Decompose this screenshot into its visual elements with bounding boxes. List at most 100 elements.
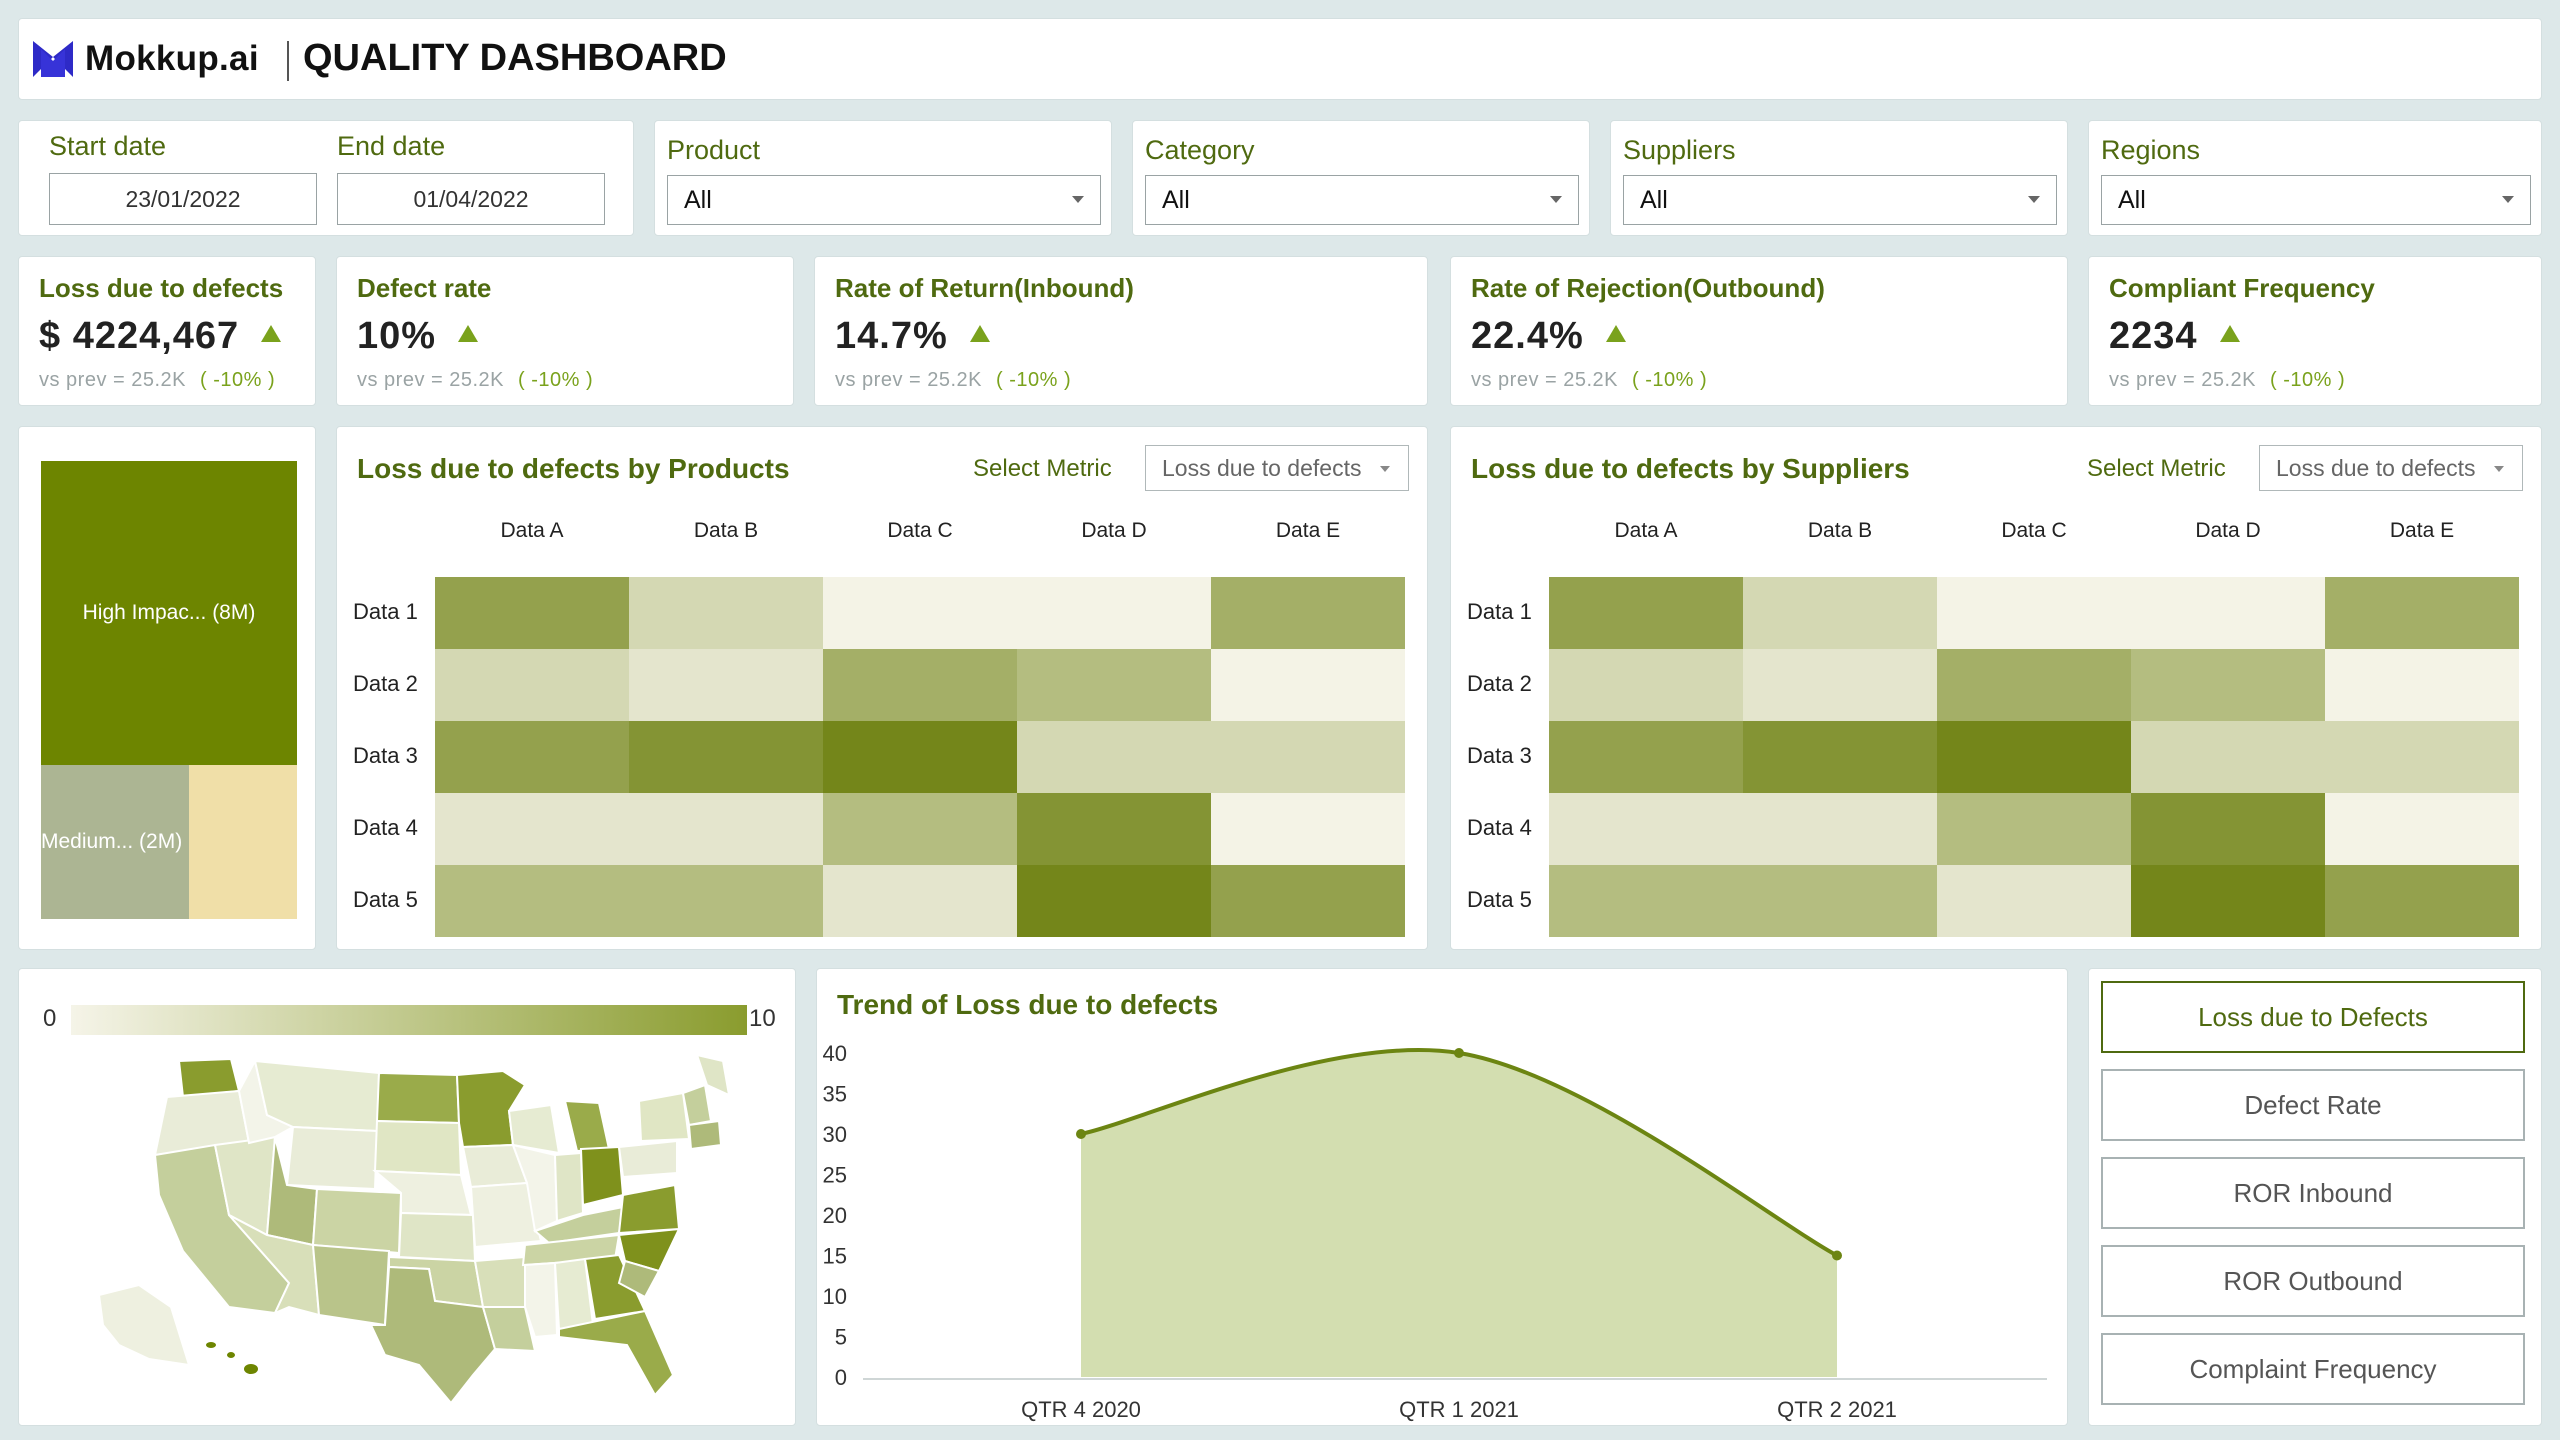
heatmap-cell[interactable] [1211, 721, 1405, 793]
state-colorado[interactable] [311, 1187, 403, 1255]
start-date-input[interactable]: 23/01/2022 [49, 173, 317, 225]
state-hawaii-island[interactable] [204, 1340, 218, 1350]
metric-button-loss[interactable]: Loss due to Defects [2101, 981, 2525, 1053]
heatmap-cell[interactable] [823, 793, 1017, 865]
kpi-card-loss[interactable]: Loss due to defects $ 4224,467 vs prev =… [18, 256, 316, 406]
state-florida[interactable] [558, 1309, 675, 1397]
heatmap-cell[interactable] [1743, 793, 1937, 865]
heatmap-cell[interactable] [629, 577, 823, 649]
heatmap-cell[interactable] [1743, 649, 1937, 721]
heatmap-cell[interactable] [629, 865, 823, 937]
data-point[interactable] [1454, 1048, 1464, 1058]
state-mississippi[interactable] [524, 1261, 559, 1339]
heatmap-cell[interactable] [2131, 793, 2325, 865]
heatmap-cell[interactable] [2131, 577, 2325, 649]
heatmap-cell[interactable] [435, 865, 629, 937]
heatmap-cell[interactable] [2325, 793, 2519, 865]
us-map[interactable] [79, 1045, 739, 1405]
state-texas[interactable] [369, 1265, 497, 1405]
heatmap-cell[interactable] [1017, 793, 1211, 865]
state-hawaii-island[interactable] [242, 1362, 260, 1376]
heatmap-cell[interactable] [1017, 865, 1211, 937]
state-michigan[interactable] [563, 1099, 611, 1153]
heatmap-cell[interactable] [2131, 721, 2325, 793]
heatmap-cell[interactable] [823, 577, 1017, 649]
treemap-low-impact[interactable] [189, 765, 297, 919]
heatmap-cell[interactable] [435, 793, 629, 865]
data-point[interactable] [1076, 1129, 1086, 1139]
state-pennsylvania[interactable] [617, 1139, 678, 1179]
heatmap-cell[interactable] [1211, 793, 1405, 865]
suppliers-select[interactable]: All [1623, 175, 2057, 225]
heatmap-cell[interactable] [435, 721, 629, 793]
state-vermont-nh[interactable] [681, 1083, 713, 1127]
state-south-carolina[interactable] [617, 1259, 661, 1299]
heatmap-cell[interactable] [1211, 649, 1405, 721]
state-new-york[interactable] [637, 1091, 691, 1143]
state-alaska[interactable] [97, 1283, 191, 1367]
heatmap-cell[interactable] [629, 721, 823, 793]
heatmap-cell[interactable] [2325, 721, 2519, 793]
heatmap-cell[interactable] [823, 649, 1017, 721]
kpi-card-complaint-frequency[interactable]: Compliant Frequency 2234 vs prev = 25.2K… [2088, 256, 2542, 406]
treemap-high-impact[interactable]: High Impac... (8M) [41, 461, 297, 765]
heatmap-cell[interactable] [435, 577, 629, 649]
heatmap-cell[interactable] [2131, 865, 2325, 937]
state-wyoming[interactable] [285, 1125, 379, 1191]
state-south-dakota[interactable] [373, 1119, 463, 1177]
state-arkansas[interactable] [473, 1255, 526, 1308]
state-louisiana[interactable] [481, 1306, 537, 1353]
heatmap-cell[interactable] [1017, 649, 1211, 721]
heatmap-cell[interactable] [1017, 721, 1211, 793]
state-new-mexico[interactable] [311, 1243, 391, 1327]
end-date-input[interactable]: 01/04/2022 [337, 173, 605, 225]
heatmap-cell[interactable] [823, 865, 1017, 937]
regions-select[interactable]: All [2101, 175, 2531, 225]
metric-button-ror-outbound[interactable]: ROR Outbound [2101, 1245, 2525, 1317]
kpi-card-rejection-rate[interactable]: Rate of Rejection(Outbound) 22.4% vs pre… [1450, 256, 2068, 406]
heatmap-cell[interactable] [1549, 865, 1743, 937]
heatmap-cell[interactable] [1549, 793, 1743, 865]
state-indiana[interactable] [553, 1151, 585, 1223]
heatmap-cell[interactable] [629, 649, 823, 721]
heatmap-cell[interactable] [2325, 865, 2519, 937]
state-kansas[interactable] [397, 1211, 477, 1263]
state-wisconsin[interactable] [507, 1103, 561, 1155]
heatmap-cell[interactable] [823, 721, 1017, 793]
metric-button-complaint-frequency[interactable]: Complaint Frequency [2101, 1333, 2525, 1405]
kpi-card-defect-rate[interactable]: Defect rate 10% vs prev = 25.2K ( -10% ) [336, 256, 794, 406]
metric-select[interactable]: Loss due to defects [1145, 445, 1409, 491]
state-virginia[interactable] [617, 1183, 681, 1235]
heatmap-cell[interactable] [1549, 649, 1743, 721]
heatmap-cell[interactable] [2131, 649, 2325, 721]
heatmap-cell[interactable] [1937, 649, 2131, 721]
metric-select[interactable]: Loss due to defects [2259, 445, 2523, 491]
heatmap-cell[interactable] [1549, 721, 1743, 793]
state-maine[interactable] [695, 1053, 731, 1097]
heatmap-cell[interactable] [1211, 865, 1405, 937]
treemap-medium-impact[interactable]: Medium... (2M) [41, 765, 189, 919]
state-illinois[interactable] [511, 1143, 559, 1233]
heatmap-cell[interactable] [1937, 793, 2131, 865]
heatmap-cell[interactable] [629, 793, 823, 865]
state-hawaii-island[interactable] [225, 1350, 237, 1360]
state-missouri[interactable] [469, 1181, 543, 1249]
heatmap-cell[interactable] [1549, 577, 1743, 649]
product-select[interactable]: All [667, 175, 1101, 225]
kpi-card-return-rate[interactable]: Rate of Return(Inbound) 14.7% vs prev = … [814, 256, 1428, 406]
heatmap-cell[interactable] [1743, 721, 1937, 793]
heatmap-cell[interactable] [435, 649, 629, 721]
logo[interactable]: Mokkup.ai [31, 39, 259, 79]
state-ohio[interactable] [579, 1145, 625, 1207]
state-north-dakota[interactable] [375, 1071, 461, 1125]
heatmap-cell[interactable] [1937, 721, 2131, 793]
state-new-england-south[interactable] [687, 1119, 723, 1151]
heatmap-cell[interactable] [1743, 577, 1937, 649]
metric-button-ror-inbound[interactable]: ROR Inbound [2101, 1157, 2525, 1229]
heatmap-cell[interactable] [2325, 577, 2519, 649]
category-select[interactable]: All [1145, 175, 1579, 225]
heatmap-cell[interactable] [1937, 577, 2131, 649]
heatmap-cell[interactable] [1211, 577, 1405, 649]
heatmap-cell[interactable] [1017, 577, 1211, 649]
heatmap-cell[interactable] [2325, 649, 2519, 721]
